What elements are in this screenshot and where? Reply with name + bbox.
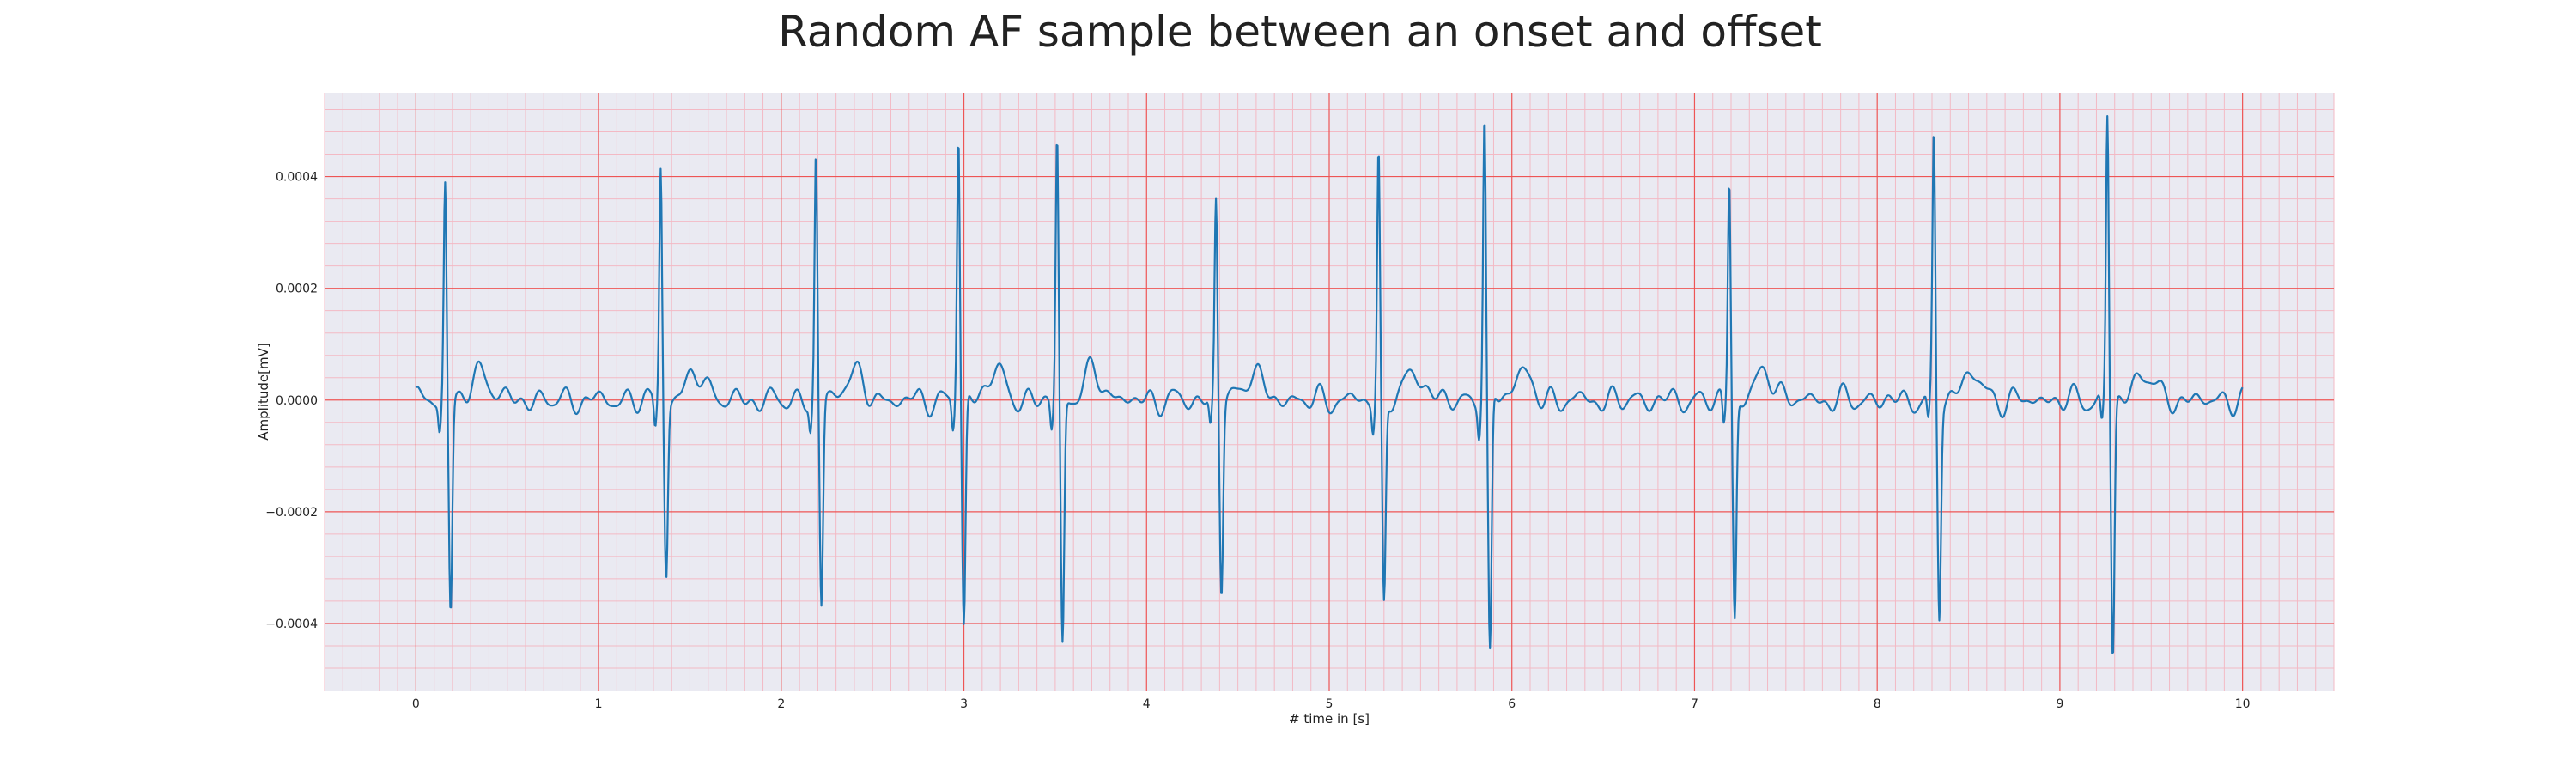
x-tick-label: 9 xyxy=(2056,697,2063,711)
x-tick-label: 6 xyxy=(1508,697,1516,711)
y-tick-label: 0.0002 xyxy=(276,283,318,296)
x-tick-label: 1 xyxy=(595,697,603,711)
chart-title: Random AF sample between an onset and of… xyxy=(778,7,1822,57)
x-tick-label: 4 xyxy=(1143,697,1151,711)
x-tick-label: 2 xyxy=(777,697,785,711)
y-tick-label: 0.0004 xyxy=(276,171,318,185)
x-tick-label: 10 xyxy=(2235,697,2251,711)
x-tick-label: 3 xyxy=(960,697,968,711)
y-axis-ticks: −0.0004 −0.0002 0.0000 0.0002 0.0004 xyxy=(265,171,318,631)
x-tick-label: 0 xyxy=(412,697,420,711)
x-tick-label: 5 xyxy=(1326,697,1334,711)
x-axis-label: # time in [s] xyxy=(1289,711,1370,727)
x-tick-label: 8 xyxy=(1874,697,1881,711)
y-axis-label: Amplitude[mV] xyxy=(256,343,271,440)
series-line xyxy=(415,115,2244,654)
x-axis-ticks: 0 1 2 3 4 5 6 7 8 9 10 xyxy=(412,697,2251,711)
y-tick-label: −0.0002 xyxy=(265,506,318,520)
y-tick-label: 0.0000 xyxy=(276,394,318,408)
y-tick-label: −0.0004 xyxy=(265,618,318,631)
x-tick-label: 7 xyxy=(1691,697,1698,711)
major-grid xyxy=(325,93,2334,691)
